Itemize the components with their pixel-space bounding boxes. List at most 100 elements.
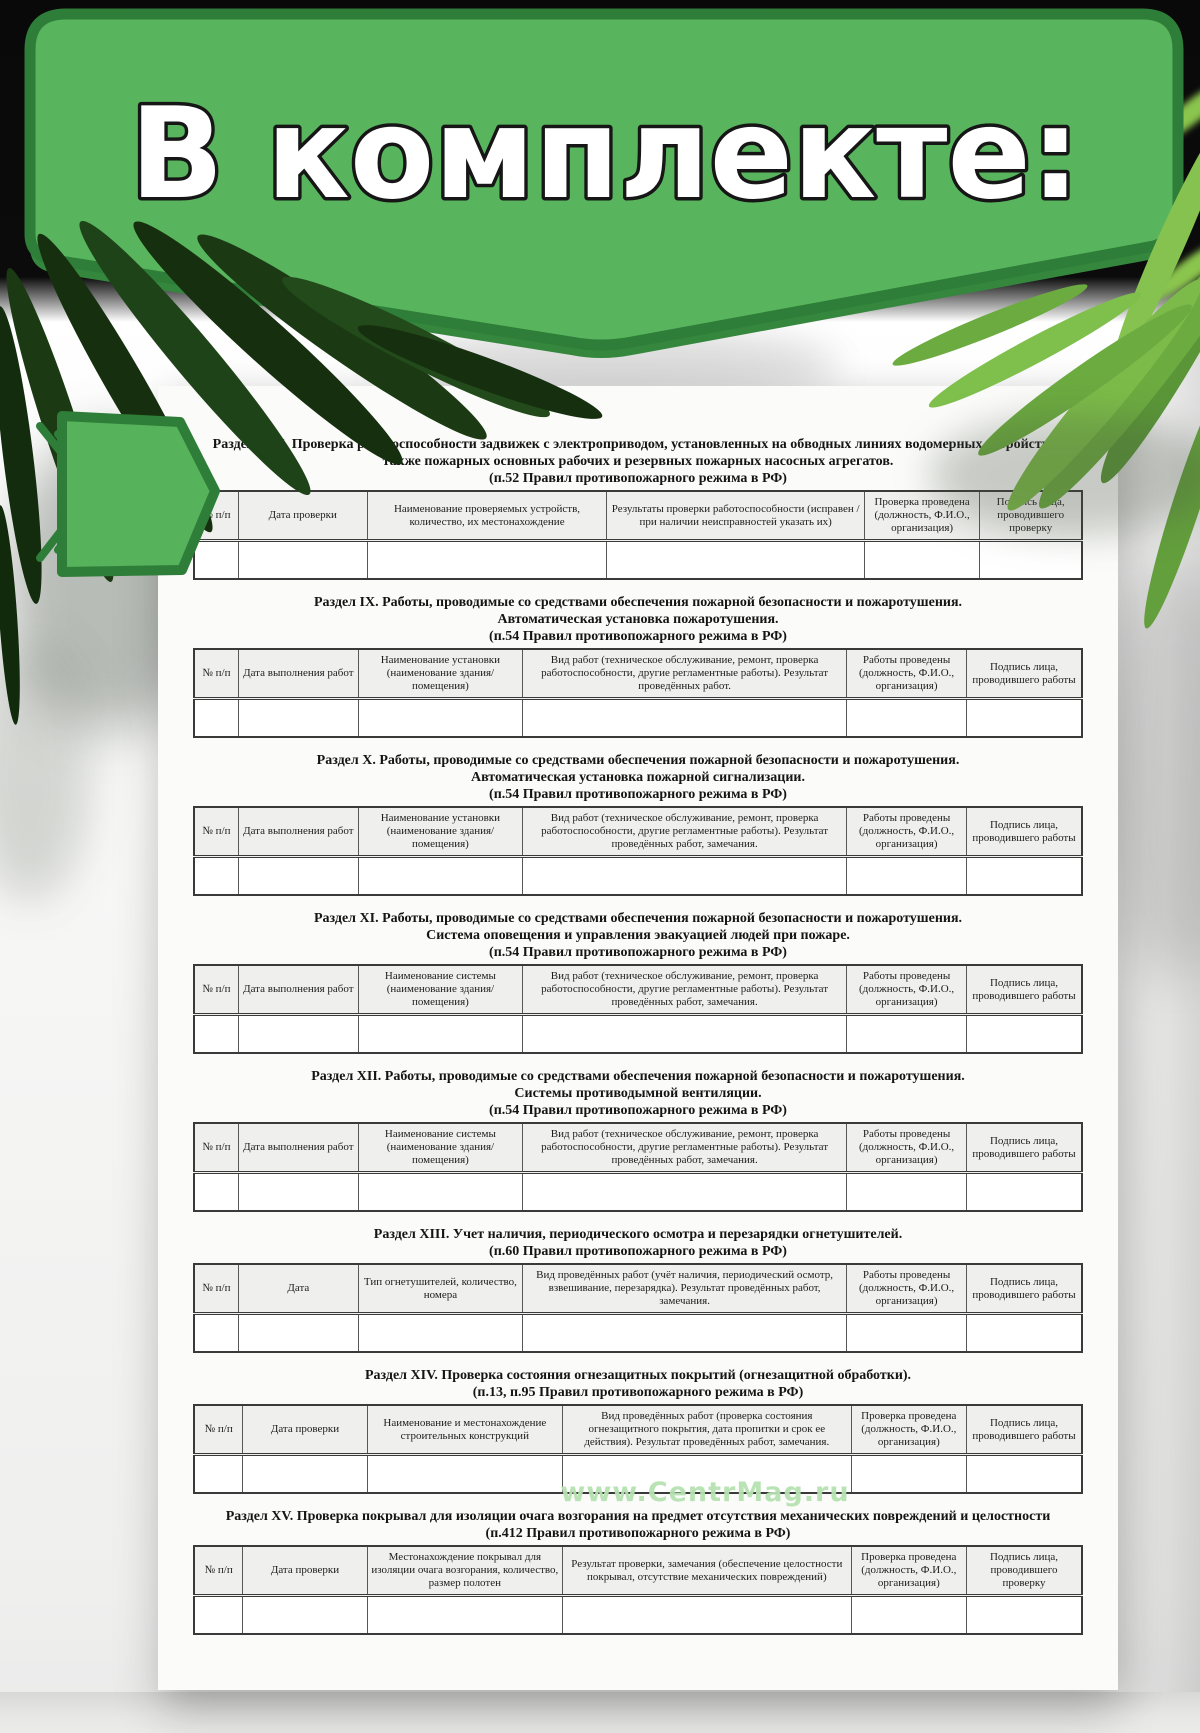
section-clause: (п.54 Правил противопожарного режима в Р… <box>489 629 787 644</box>
empty-cell <box>846 1313 968 1353</box>
empty-cell <box>193 1313 239 1353</box>
section-subtitle: Система оповещения и управления эвакуаци… <box>426 928 850 943</box>
empty-cell <box>966 698 1083 738</box>
empty-cell <box>357 856 524 896</box>
col-header: Тип огнетушителей, количество, номера <box>357 1263 524 1315</box>
journal-table-xiv: № п/п Дата проверки Наименование и место… <box>193 1404 1083 1494</box>
col-header: Подпись лица, проводившего работы <box>966 1263 1083 1315</box>
section-clause: (п.412 Правил противопожарного режима в … <box>485 1526 791 1541</box>
section-clause: (п.54 Правил противопожарного режима в Р… <box>489 945 787 960</box>
header-row: № п/п Дата проверки Местонахождение покр… <box>193 1545 1083 1597</box>
empty-cell <box>562 1454 852 1494</box>
col-header: № п/п <box>193 1545 244 1597</box>
section-xiv: Раздел XIV. Проверка состояния огнезащит… <box>193 1367 1083 1494</box>
col-header: № п/п <box>193 490 239 542</box>
empty-cell <box>966 1595 1083 1635</box>
table-row <box>193 540 1083 580</box>
col-header: № п/п <box>193 1263 239 1315</box>
empty-cell <box>979 540 1083 580</box>
empty-cell <box>606 540 865 580</box>
empty-cell <box>357 1172 524 1212</box>
empty-cell <box>562 1595 852 1635</box>
header-row: № п/п Дата выполнения работ Наименование… <box>193 964 1083 1016</box>
journal-table-xi: № п/п Дата выполнения работ Наименование… <box>193 964 1083 1054</box>
section-title: Раздел XV. Проверка покрывал для изоляци… <box>225 1509 1051 1524</box>
col-header: Подпись лица, проводившего проверку <box>966 1545 1083 1597</box>
journal-table-xii: № п/п Дата выполнения работ Наименование… <box>193 1122 1083 1212</box>
empty-cell <box>366 1454 564 1494</box>
col-header: Дата выполнения работ <box>237 1122 359 1174</box>
section-subtitle: Автоматическая установка пожарной сигнал… <box>470 770 806 785</box>
section-title: Раздел XIII. Учет наличия, периодическог… <box>373 1227 903 1242</box>
col-header: Вид работ (техническое обслуживание, рем… <box>522 806 848 858</box>
top-black-background <box>0 0 1200 322</box>
col-header: Дата проверки <box>242 1545 368 1597</box>
col-header: Результаты проверки работоспособности (и… <box>606 490 865 542</box>
header-row: № п/п Дата выполнения работ Наименование… <box>193 806 1083 858</box>
empty-cell <box>237 856 359 896</box>
empty-cell <box>357 1313 524 1353</box>
col-header: Наименование системы (наименование здани… <box>357 1122 524 1174</box>
table-row <box>193 1313 1083 1353</box>
col-header: Подпись лица, проводившего работы <box>966 1122 1083 1174</box>
table-row <box>193 856 1083 896</box>
empty-cell <box>357 698 524 738</box>
col-header: Местонахождение покрывал для изоляции оч… <box>366 1545 564 1597</box>
empty-cell <box>242 1595 368 1635</box>
leaf-shadow-left-lower <box>0 640 90 900</box>
empty-cell <box>366 1595 564 1635</box>
col-header: № п/п <box>193 648 239 700</box>
col-header: Дата выполнения работ <box>237 964 359 1016</box>
empty-cell <box>366 540 608 580</box>
empty-cell <box>522 698 848 738</box>
col-header: Вид работ (техническое обслуживание, рем… <box>522 964 848 1016</box>
section-ix: Раздел IX. Работы, проводимые со средств… <box>193 594 1083 738</box>
empty-cell <box>357 1014 524 1054</box>
section-clause: (п.52 Правил противопожарного режима в Р… <box>489 471 787 486</box>
col-header: Работы проведены (должность, Ф.И.О., орг… <box>846 1122 968 1174</box>
journal-table-viii: № п/п Дата проверки Наименование проверя… <box>193 490 1083 580</box>
empty-cell <box>193 698 239 738</box>
empty-cell <box>242 1454 368 1494</box>
col-header: Результат проверки, замечания (обеспечен… <box>562 1545 852 1597</box>
section-title: Раздел XIV. Проверка состояния огнезащит… <box>364 1368 912 1383</box>
header-row: № п/п Дата проверки Наименование и место… <box>193 1404 1083 1456</box>
journal-table-ix: № п/п Дата выполнения работ Наименование… <box>193 648 1083 738</box>
empty-cell <box>966 1454 1083 1494</box>
col-header: Подпись лица, проводившего работы <box>966 806 1083 858</box>
table-row <box>193 1454 1083 1494</box>
col-header: Работы проведены (должность, Ф.И.О., орг… <box>846 1263 968 1315</box>
empty-cell <box>193 1172 239 1212</box>
col-header: Проверка проведена (должность, Ф.И.О., о… <box>850 1545 968 1597</box>
col-header: Подпись лица, проводившего работы <box>966 964 1083 1016</box>
section-clause: (п.54 Правил противопожарного режима в Р… <box>489 787 787 802</box>
table-row <box>193 1595 1083 1635</box>
section-xiii: Раздел XIII. Учет наличия, периодическог… <box>193 1226 1083 1353</box>
col-header: Дата выполнения работ <box>237 806 359 858</box>
table-row <box>193 698 1083 738</box>
empty-cell <box>522 1313 848 1353</box>
section-xi: Раздел XI. Работы, проводимые со средств… <box>193 910 1083 1054</box>
col-header: Наименование и местонахождение строитель… <box>366 1404 564 1456</box>
empty-cell <box>193 1454 244 1494</box>
empty-cell <box>850 1595 968 1635</box>
empty-cell <box>966 856 1083 896</box>
empty-cell <box>846 698 968 738</box>
col-header: Проверка проведена (должность, Ф.И.О., о… <box>863 490 981 542</box>
section-title: Раздел IX. Работы, проводимые со средств… <box>313 595 963 610</box>
col-header: № п/п <box>193 1122 239 1174</box>
empty-cell <box>193 1014 239 1054</box>
empty-cell <box>237 1172 359 1212</box>
journal-table-xv: № п/п Дата проверки Местонахождение покр… <box>193 1545 1083 1635</box>
col-header: Подпись лица, проводившего работы <box>966 648 1083 700</box>
empty-cell <box>237 1313 359 1353</box>
col-header: Дата проверки <box>237 490 368 542</box>
empty-cell <box>966 1172 1083 1212</box>
empty-cell <box>193 540 239 580</box>
section-clause: (п.54 Правил противопожарного режима в Р… <box>489 1103 787 1118</box>
col-header: Дата проверки <box>242 1404 368 1456</box>
empty-cell <box>193 856 239 896</box>
section-clause: (п.60 Правил противопожарного режима в Р… <box>489 1244 787 1259</box>
header-row: № п/п Дата выполнения работ Наименование… <box>193 648 1083 700</box>
